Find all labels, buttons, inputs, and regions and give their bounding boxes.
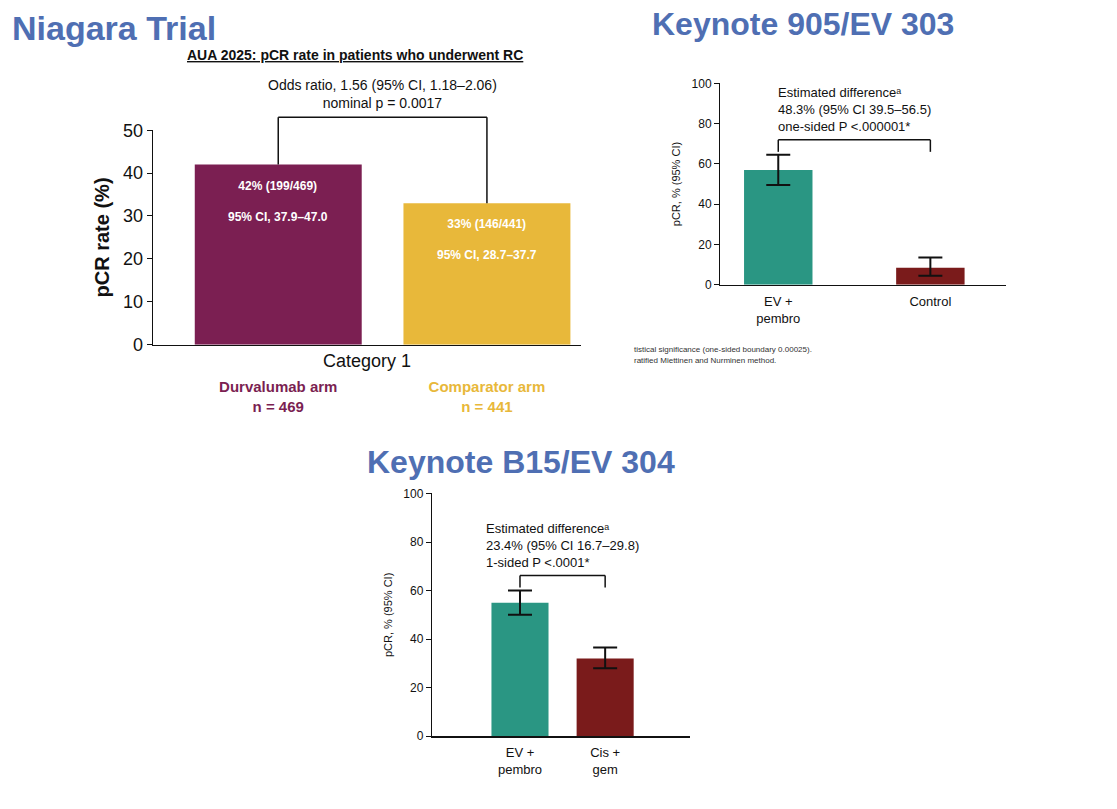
svg-text:0: 0 bbox=[705, 278, 712, 292]
svg-text:80: 80 bbox=[410, 535, 424, 549]
svg-text:33% (146/441)95% CI, 28.7–37.7: 33% (146/441)95% CI, 28.7–37.7 bbox=[437, 217, 537, 262]
svg-text:Estimated differenceᵃ23.4% (95: Estimated differenceᵃ23.4% (95% CI 16.7–… bbox=[486, 521, 639, 570]
svg-text:80: 80 bbox=[698, 117, 712, 131]
svg-text:20: 20 bbox=[123, 249, 143, 269]
svg-text:EV +pembro: EV +pembro bbox=[756, 294, 800, 326]
svg-text:30: 30 bbox=[123, 206, 143, 226]
svg-text:0: 0 bbox=[133, 335, 143, 355]
svg-text:Keynote B15/EV 304: Keynote B15/EV 304 bbox=[367, 444, 675, 480]
svg-text:42% (199/469)95% CI, 37.9–47.0: 42% (199/469)95% CI, 37.9–47.0 bbox=[228, 179, 328, 224]
svg-text:AUA 2025: pCR rate in patients: AUA 2025: pCR rate in patients who under… bbox=[187, 47, 523, 63]
svg-text:Comparator armn = 441: Comparator armn = 441 bbox=[429, 378, 546, 415]
svg-text:pCR, % (95% CI): pCR, % (95% CI) bbox=[382, 573, 394, 657]
svg-text:60: 60 bbox=[698, 157, 712, 171]
svg-text:40: 40 bbox=[123, 163, 143, 183]
svg-text:Cis +gem: Cis +gem bbox=[590, 745, 620, 777]
svg-text:20: 20 bbox=[698, 238, 712, 252]
svg-text:Control: Control bbox=[909, 294, 951, 309]
svg-text:40: 40 bbox=[410, 632, 424, 646]
svg-text:50: 50 bbox=[123, 121, 143, 141]
svg-text:Category 1: Category 1 bbox=[323, 351, 411, 371]
svg-text:100: 100 bbox=[403, 487, 423, 501]
svg-text:tistical significance (one-sid: tistical significance (one-sided boundar… bbox=[634, 345, 812, 354]
svg-text:40: 40 bbox=[698, 197, 712, 211]
svg-text:Estimated differenceᵃ48.3% (95: Estimated differenceᵃ48.3% (95% CI 39.5–… bbox=[778, 85, 931, 134]
svg-text:60: 60 bbox=[410, 584, 424, 598]
svg-text:pCR, % (95% CI): pCR, % (95% CI) bbox=[670, 142, 682, 226]
svg-text:pCR rate (%): pCR rate (%) bbox=[91, 177, 113, 297]
svg-text:20: 20 bbox=[410, 681, 424, 695]
svg-text:10: 10 bbox=[123, 292, 143, 312]
svg-text:EV +pembro: EV +pembro bbox=[498, 745, 542, 777]
svg-text:Durvalumab armn = 469: Durvalumab armn = 469 bbox=[219, 378, 337, 415]
svg-text:Odds ratio, 1.56 (95% CI, 1.18: Odds ratio, 1.56 (95% CI, 1.18–2.06)nomi… bbox=[268, 77, 497, 111]
svg-text:ratified Miettinen and Nurmine: ratified Miettinen and Nurminen method. bbox=[634, 356, 776, 365]
svg-text:100: 100 bbox=[692, 77, 712, 91]
svg-text:Keynote 905/EV 303: Keynote 905/EV 303 bbox=[652, 6, 954, 42]
svg-text:Niagara Trial: Niagara Trial bbox=[12, 9, 216, 47]
svg-text:0: 0 bbox=[417, 729, 424, 743]
